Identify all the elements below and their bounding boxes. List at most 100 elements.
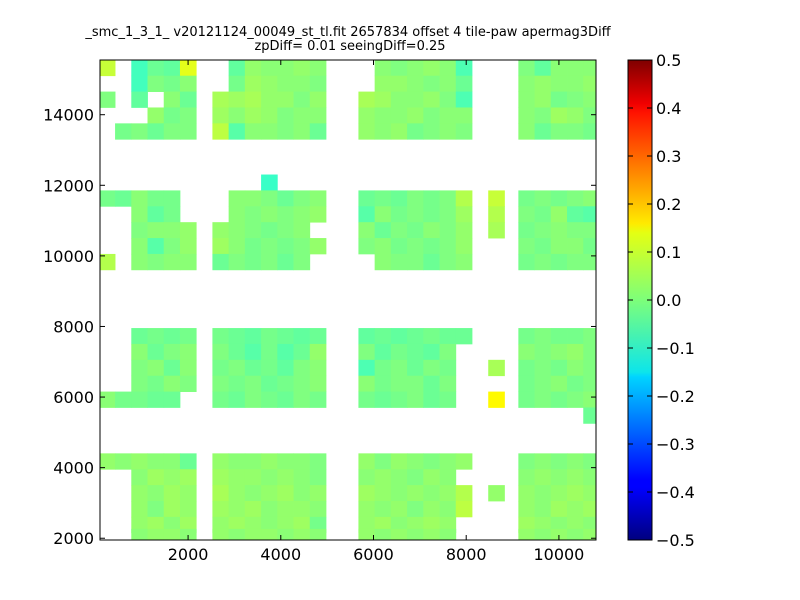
heatmap-cell: [567, 91, 584, 108]
y-tick-label: 2000: [53, 529, 94, 548]
heatmap-cell: [147, 238, 165, 255]
heatmap-cell: [567, 190, 584, 207]
heatmap-cell: [583, 238, 597, 255]
y-tick-label: 12000: [43, 176, 94, 195]
plot-frame: [99, 59, 597, 541]
heatmap-cell: [374, 60, 392, 77]
heatmap-cell: [309, 528, 327, 541]
heatmap-cell: [115, 190, 132, 207]
heatmap-cell: [358, 91, 376, 108]
heatmap-cell: [277, 60, 294, 77]
heatmap-cell: [550, 60, 568, 77]
heatmap-cell: [358, 528, 376, 541]
heatmap-cell: [309, 469, 327, 486]
heatmap-cell: [228, 60, 246, 77]
colorbar-tick-label: 0.2: [656, 195, 681, 214]
heatmap-cell: [390, 485, 408, 502]
heatmap-cell: [567, 359, 584, 377]
heatmap-cell: [439, 222, 457, 239]
heatmap-cell: [567, 485, 584, 502]
heatmap-cell: [550, 343, 568, 361]
heatmap-cell: [358, 190, 376, 207]
heatmap-cell: [455, 206, 473, 223]
heatmap-cell: [147, 391, 165, 408]
heatmap-cell: [261, 75, 278, 92]
heatmap-cell: [179, 359, 197, 377]
heatmap-cell: [228, 359, 246, 377]
heatmap-cell: [147, 359, 165, 377]
heatmap-cell: [455, 75, 473, 92]
heatmap-cell: [455, 485, 473, 502]
heatmap-cell: [293, 469, 311, 486]
x-tick-label: 6000: [353, 545, 394, 564]
heatmap-cell: [179, 107, 197, 124]
heatmap-cell: [179, 343, 197, 361]
heatmap-cell: [277, 123, 294, 140]
heatmap-cell: [293, 375, 311, 392]
heatmap-cell: [244, 123, 262, 140]
heatmap-cell: [583, 407, 597, 424]
heatmap-cell: [407, 253, 424, 271]
colorbar-tick-label: −0.5: [656, 531, 695, 550]
heatmap-cell: [131, 343, 148, 361]
heatmap-cell: [228, 123, 246, 140]
heatmap-cell: [261, 528, 278, 541]
heatmap-cell: [407, 123, 424, 140]
heatmap-cell: [212, 391, 230, 408]
heatmap-cell: [244, 485, 262, 502]
heatmap-cell: [277, 375, 294, 392]
heatmap-cell: [583, 206, 597, 223]
heatmap-cell: [567, 343, 584, 361]
heatmap-cell: [131, 469, 148, 486]
heatmap-cell: [534, 469, 552, 486]
heatmap-cell: [439, 91, 457, 108]
heatmap-cell: [374, 328, 392, 345]
heatmap-cell: [147, 453, 165, 470]
heatmap-cell: [583, 253, 597, 271]
heatmap-cell: [277, 328, 294, 345]
heatmap-cell: [534, 391, 552, 408]
heatmap-cell: [583, 528, 597, 541]
heatmap-cell: [261, 453, 278, 470]
heatmap-cell: [374, 238, 392, 255]
heatmap-cell: [131, 253, 148, 271]
y-tick-label: 14000: [43, 106, 94, 125]
heatmap-cell: [439, 391, 457, 408]
heatmap-cell: [244, 75, 262, 92]
heatmap-cell: [131, 328, 148, 345]
heatmap-cell: [423, 91, 440, 108]
y-tick-label: 8000: [53, 317, 94, 336]
heatmap-cell: [567, 453, 584, 470]
heatmap-cell: [374, 528, 392, 541]
heatmap-cell: [163, 91, 181, 108]
heatmap-cell: [244, 391, 262, 408]
heatmap-cell: [293, 238, 311, 255]
heatmap-cell: [439, 206, 457, 223]
heatmap-cell: [147, 528, 165, 541]
heatmap-cell: [488, 190, 505, 207]
heatmap-cell: [228, 485, 246, 502]
heatmap-cell: [147, 222, 165, 239]
heatmap-cell: [374, 75, 392, 92]
heatmap-cell: [277, 253, 294, 271]
heatmap-cell: [358, 107, 376, 124]
y-tick-label: 4000: [53, 459, 94, 478]
heatmap-cell: [390, 469, 408, 486]
heatmap-cell: [309, 107, 327, 124]
heatmap-cell: [534, 485, 552, 502]
heatmap-cell: [583, 453, 597, 470]
heatmap-cell: [423, 328, 440, 345]
heatmap-cell: [374, 359, 392, 377]
heatmap-cell: [212, 375, 230, 392]
heatmap-cell: [567, 253, 584, 271]
heatmap-cell: [358, 123, 376, 140]
x-axis: 2000 4000 6000 8000 10000: [168, 60, 584, 564]
heatmap-cell: [358, 453, 376, 470]
heatmap-cell: [534, 238, 552, 255]
heatmap-cell: [407, 501, 424, 518]
heatmap-cell: [131, 528, 148, 541]
heatmap-cell: [407, 528, 424, 541]
heatmap-cell: [423, 391, 440, 408]
heatmap-cell: [374, 375, 392, 392]
heatmap-cell: [212, 343, 230, 361]
